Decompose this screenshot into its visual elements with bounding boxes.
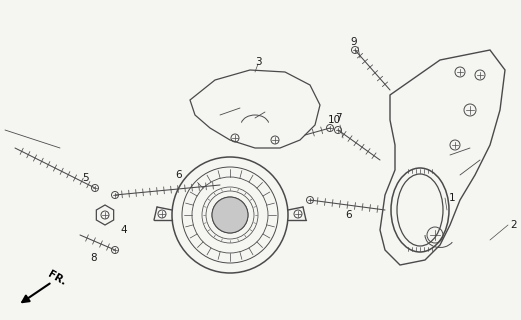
Text: 8: 8 [90, 253, 96, 263]
Circle shape [212, 197, 248, 233]
Text: 2: 2 [510, 220, 517, 230]
Text: 1: 1 [449, 193, 456, 203]
Text: 3: 3 [255, 57, 262, 67]
Text: 5: 5 [82, 173, 89, 183]
Text: 9: 9 [350, 37, 357, 47]
Text: 10: 10 [328, 115, 341, 125]
Text: 6: 6 [345, 210, 352, 220]
Text: 4: 4 [120, 225, 127, 235]
Text: 7: 7 [335, 113, 342, 123]
Text: FR.: FR. [46, 269, 68, 287]
Text: 6: 6 [175, 170, 182, 180]
